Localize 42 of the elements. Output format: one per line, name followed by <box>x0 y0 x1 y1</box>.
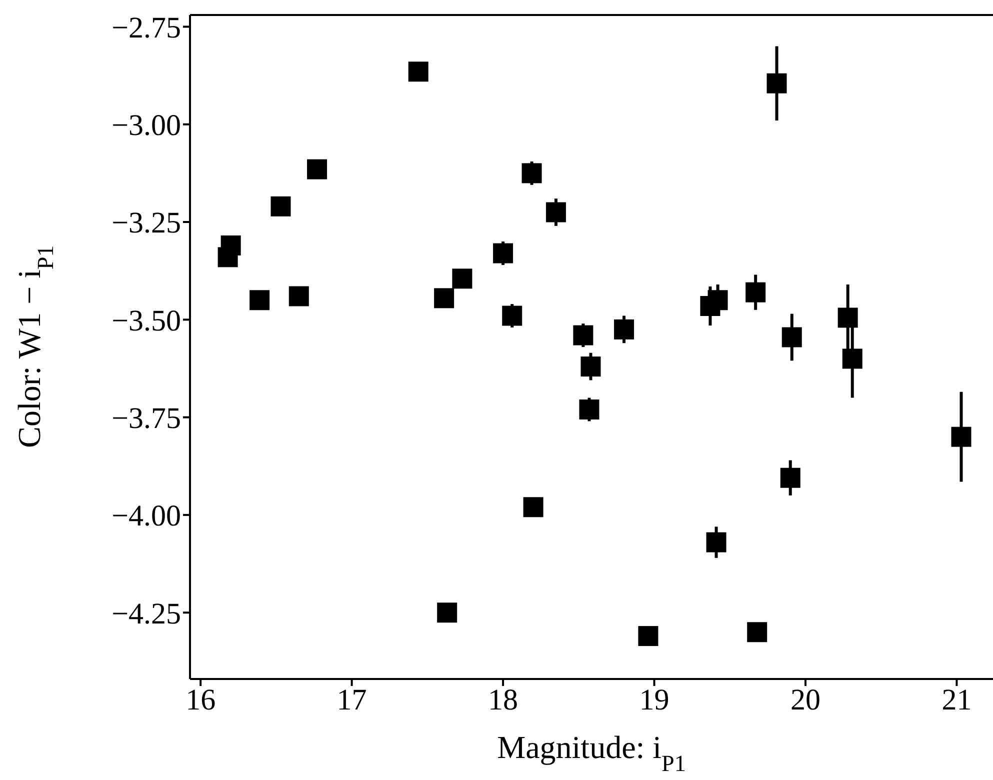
point <box>782 327 802 348</box>
point <box>638 626 658 646</box>
point <box>452 268 472 289</box>
point <box>746 282 766 302</box>
point <box>580 356 601 377</box>
point <box>437 602 458 623</box>
point <box>288 286 309 306</box>
y-tick-label: −2.75 <box>112 11 181 44</box>
x-tick-label: 17 <box>336 683 367 716</box>
point <box>706 532 726 552</box>
y-tick-label: −3.25 <box>112 206 181 240</box>
y-tick-label: −3.75 <box>112 402 181 435</box>
x-tick-label: 21 <box>942 683 972 716</box>
point <box>408 62 428 82</box>
point <box>250 290 270 310</box>
point <box>493 243 514 264</box>
point <box>546 202 566 222</box>
y-tick-label: −3.00 <box>112 109 181 142</box>
point <box>838 308 858 328</box>
point <box>434 288 454 308</box>
point <box>614 319 634 340</box>
point <box>307 159 328 180</box>
point <box>951 426 972 447</box>
point <box>747 622 768 642</box>
point <box>780 468 800 488</box>
point <box>842 348 862 369</box>
point <box>766 73 787 94</box>
y-tick-label: −4.00 <box>112 500 181 533</box>
point <box>220 235 241 256</box>
point <box>270 196 291 216</box>
x-axis-title: Magnitude: i$_{P1}$ <box>497 729 686 776</box>
y-tick-label: −3.50 <box>112 304 181 338</box>
x-tick-label: 18 <box>488 683 518 716</box>
x-tick-label: 16 <box>186 683 216 716</box>
point <box>579 399 600 420</box>
point <box>573 325 594 346</box>
x-tick-label: 20 <box>790 683 820 716</box>
point <box>523 497 544 518</box>
point <box>522 163 542 184</box>
x-tick-label: 19 <box>639 683 670 716</box>
y-tick-label: −4.25 <box>112 597 181 630</box>
point <box>502 306 522 326</box>
